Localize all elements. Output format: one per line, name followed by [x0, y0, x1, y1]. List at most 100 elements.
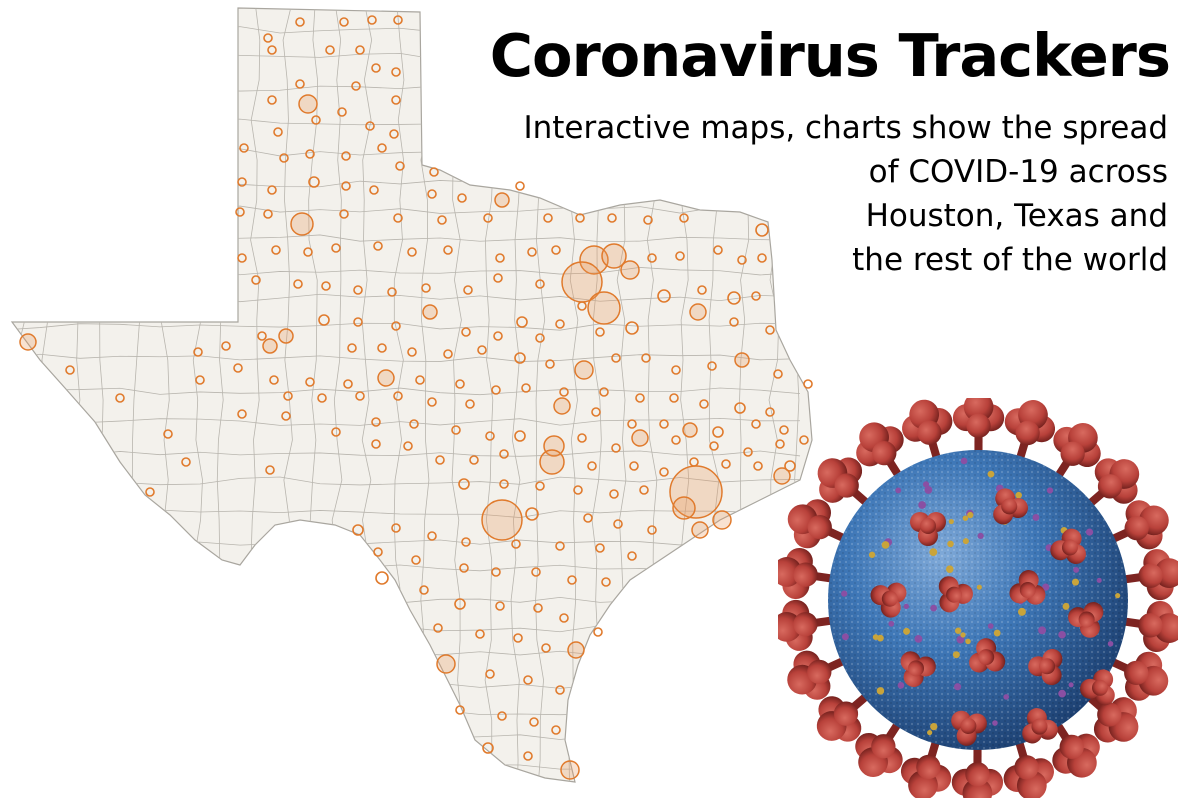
surface-protein-dot [1062, 602, 1070, 610]
county-case-circle [721, 459, 731, 469]
county-case-circle [367, 15, 377, 25]
county-case-circle [577, 433, 587, 443]
county-case-circle [295, 79, 305, 89]
county-case-circle [427, 531, 437, 541]
county-border-line [12, 387, 801, 396]
county-case-circle [482, 742, 494, 754]
spike-protein [1028, 649, 1063, 686]
spike-protein [1009, 570, 1046, 605]
surface-protein-dot [967, 511, 974, 519]
county-case-circle [339, 17, 349, 27]
county-case-circle [775, 439, 785, 449]
county-case-circle [784, 460, 796, 472]
county-case-circle [643, 215, 653, 225]
county-case-circle [611, 353, 621, 363]
county-case-circle [454, 598, 466, 610]
county-case-circle [443, 349, 453, 359]
county-case-circle [574, 360, 594, 380]
county-case-circle [647, 253, 657, 263]
county-case-circle [567, 575, 577, 585]
county-case-circle [267, 185, 277, 195]
surface-protein-dot [1058, 630, 1066, 639]
county-case-circle [629, 461, 639, 471]
surface-protein-dot [1085, 528, 1094, 536]
surface-protein-dot [1003, 694, 1010, 700]
county-case-circle [773, 369, 783, 379]
surface-protein-dot [930, 604, 937, 612]
county-case-circle [639, 485, 649, 495]
county-case-circle [233, 363, 243, 373]
spike-protein [902, 399, 953, 463]
county-case-circle [305, 377, 315, 387]
county-case-circle [672, 496, 696, 520]
county-case-circle [237, 177, 247, 187]
spike-protein [910, 512, 946, 546]
county-case-circle [555, 319, 565, 329]
spike-protein [1003, 737, 1054, 798]
county-case-circle [493, 331, 503, 341]
county-case-circle [407, 347, 417, 357]
surface-protein-dot [868, 551, 876, 558]
county-case-circle [281, 411, 291, 421]
spike-protein [969, 638, 1006, 673]
spike-protein [778, 547, 836, 600]
county-case-circle [355, 45, 365, 55]
county-case-circle [293, 279, 303, 289]
county-case-circle [553, 397, 571, 415]
surface-protein-dot [1096, 577, 1102, 583]
county-case-circle [523, 751, 533, 761]
county-case-circle [481, 499, 523, 541]
county-case-circle [455, 379, 465, 389]
county-case-circle [469, 455, 479, 465]
county-case-circle [599, 387, 609, 397]
spike-protein [1052, 719, 1100, 778]
surface-protein-dot [1115, 593, 1121, 599]
county-case-circle [305, 149, 315, 159]
surface-protein-dot [945, 565, 954, 573]
spike-protein [870, 582, 907, 618]
surface-protein-dot [976, 584, 982, 590]
county-case-circle [625, 321, 639, 335]
county-case-circle [560, 760, 580, 780]
surface-protein-dot [954, 683, 962, 691]
county-case-circle [527, 247, 537, 257]
county-case-circle [627, 551, 637, 561]
county-case-circle [375, 571, 389, 585]
county-case-circle [451, 425, 461, 435]
county-case-circle [757, 253, 767, 263]
surface-protein-dot [977, 532, 984, 540]
county-case-circle [587, 291, 621, 325]
county-case-circle [573, 485, 583, 495]
county-case-circle [477, 345, 487, 355]
county-case-circle [689, 303, 707, 321]
spike-protein [1050, 528, 1086, 565]
county-case-circle [567, 641, 585, 659]
county-case-circle [321, 281, 331, 291]
surface-protein-dot [1058, 689, 1067, 698]
spike-protein [1084, 691, 1139, 743]
surface-protein-dot [914, 634, 923, 643]
county-case-circle [593, 627, 603, 637]
page-title: Coronavirus Trackers [489, 21, 1171, 90]
surface-protein-dot [948, 518, 954, 525]
county-case-circle [579, 245, 609, 275]
subtitle-line-4: the rest of the world [852, 242, 1168, 278]
county-case-circle [499, 479, 509, 489]
county-case-circle [712, 426, 724, 438]
county-case-circle [543, 213, 553, 223]
county-case-circle [671, 365, 681, 375]
county-case-circle [755, 223, 769, 237]
county-case-circle [729, 317, 739, 327]
county-case-circle [545, 359, 555, 369]
county-case-circle [529, 717, 539, 727]
county-border-line [40, 8, 50, 782]
county-case-circle [485, 431, 495, 441]
county-case-circle [331, 243, 341, 253]
spike-protein [1084, 458, 1140, 509]
county-case-circle [391, 321, 401, 331]
surface-protein-dot [1032, 513, 1040, 521]
county-case-circle [555, 685, 565, 695]
county-case-circle [595, 327, 605, 337]
county-case-circle [669, 393, 679, 403]
surface-protein-dot [954, 627, 962, 634]
